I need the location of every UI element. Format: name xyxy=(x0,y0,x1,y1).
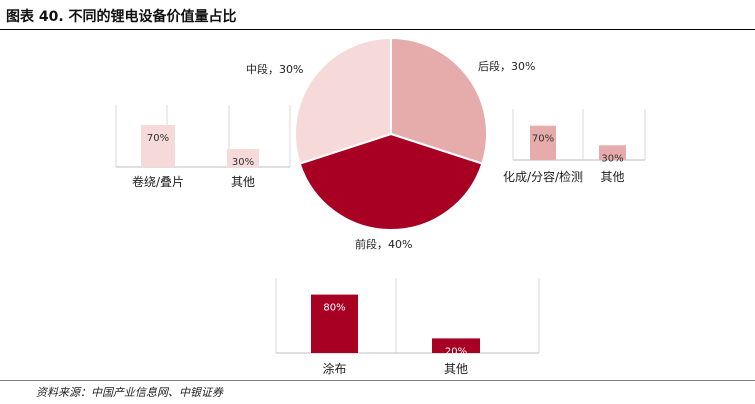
bar-category-label-0-1: 其他 xyxy=(231,175,255,189)
bar-value-label-0-1: 30% xyxy=(232,157,254,168)
bar-category-label-1-1: 其他 xyxy=(600,170,624,184)
bar-2-0 xyxy=(311,294,358,353)
bar-value-label-1-1: 30% xyxy=(601,153,623,164)
bar-0-0 xyxy=(141,125,175,167)
bar-value-label-2-0: 80% xyxy=(323,303,345,314)
bar-value-label-2-1: 20% xyxy=(445,346,467,357)
title-rule xyxy=(0,29,755,30)
pie-label-2: 中段，30% xyxy=(246,62,303,76)
chart-canvas: 后段，30% 前段，40% 中段，30% 70% 卷绕/叠片 30% 其他 70% 化成/分容/… xyxy=(115,36,646,376)
bar-value-label-1-0: 70% xyxy=(532,134,554,145)
pie-slice-0 xyxy=(390,36,488,165)
bar-2-1 xyxy=(432,338,480,353)
bar-value-label-0-0: 70% xyxy=(147,133,169,144)
pie-label-0: 后段，30% xyxy=(478,59,535,73)
chart-title: 图表 40. 不同的锂电设备价值量占比 xyxy=(6,9,237,25)
bar-category-label-2-1: 其他 xyxy=(444,362,468,376)
bar-1-1 xyxy=(599,145,626,160)
bar-category-label-2-0: 涂布 xyxy=(322,361,346,376)
pie-slice-2 xyxy=(294,36,392,165)
source-note: 资料来源：中国产业信息网、中银证券 xyxy=(36,386,223,399)
bar-category-label-1-0: 化成/分容/检测 xyxy=(503,169,583,184)
pie-label-1: 前段，40% xyxy=(355,237,412,251)
bar-0-1 xyxy=(227,149,259,167)
pie-slice-1 xyxy=(298,132,484,231)
bar-1-0 xyxy=(530,125,556,160)
bar-category-label-0-0: 卷绕/叠片 xyxy=(132,174,184,189)
bottom-rule xyxy=(0,380,755,381)
